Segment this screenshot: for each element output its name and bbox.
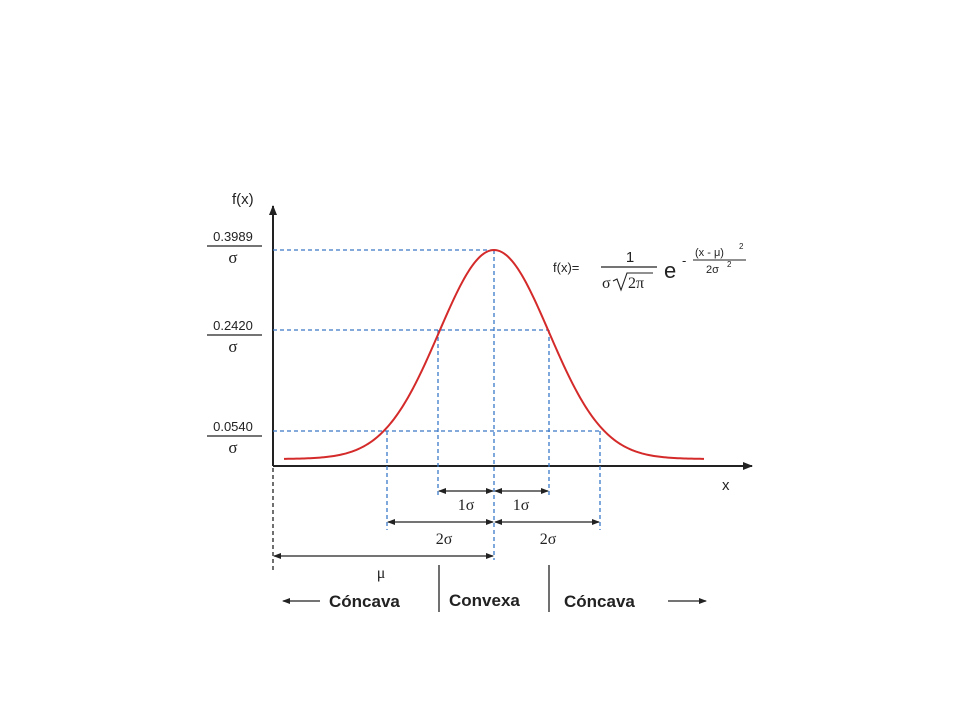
vertical-guides	[386, 250, 601, 560]
horizontal-guides	[273, 249, 600, 432]
formula-exp-denominator: 2σ	[706, 264, 719, 276]
y-axis-label: f(x)	[232, 191, 254, 208]
y-tick-denominator: σ	[228, 438, 237, 457]
x-axis-label: x	[722, 477, 730, 494]
normal-pdf-formula: f(x)= 1 σ 2π e - (x - μ) 2 2σ 2	[553, 242, 746, 292]
y-tick-denominator: σ	[228, 337, 237, 356]
formula-exp-den-power: 2	[727, 260, 732, 269]
formula-den-sigma: σ	[602, 275, 611, 292]
formula-exp-sign: -	[682, 253, 686, 268]
mu-label: μ	[377, 565, 386, 582]
y-tick-denominator: σ	[228, 248, 237, 267]
formula-base: e	[664, 258, 676, 283]
y-tick-label-0: 0.3989 σ	[207, 229, 262, 267]
formula-exp-num-power: 2	[739, 242, 744, 251]
region-right-label: Cóncava	[564, 592, 635, 611]
y-tick-label-1: 0.2420 σ	[207, 318, 262, 356]
region-left-label: Cóncava	[329, 592, 400, 611]
formula-lhs: f(x)=	[553, 260, 579, 275]
y-tick-numerator: 0.2420	[213, 318, 253, 333]
two-sigma-right-label: 2σ	[540, 531, 557, 548]
formula-exp-numerator: (x - μ)	[695, 247, 724, 259]
two-sigma-left-label: 2σ	[436, 531, 453, 548]
sqrt-sign	[612, 272, 653, 292]
normal-curve	[283, 248, 705, 460]
formula-den-root: 2π	[628, 275, 644, 292]
formula-numerator: 1	[626, 249, 634, 266]
one-sigma-right-label: 1σ	[513, 497, 530, 514]
y-tick-label-2: 0.0540 σ	[207, 419, 262, 457]
y-tick-numerator: 0.0540	[213, 419, 253, 434]
one-sigma-left-label: 1σ	[458, 497, 475, 514]
y-tick-numerator: 0.3989	[213, 229, 253, 244]
region-middle-label: Convexa	[449, 591, 520, 610]
